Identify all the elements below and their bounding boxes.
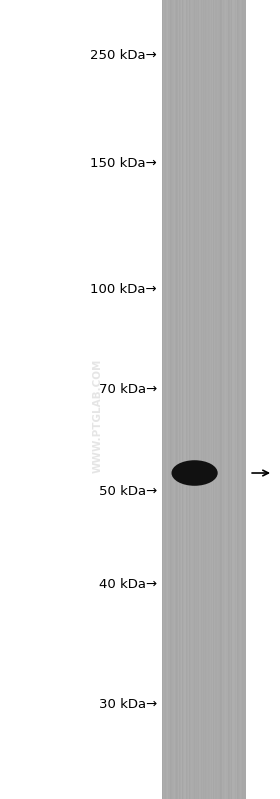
- Bar: [215, 0, 216, 799]
- Bar: [204, 0, 206, 799]
- Bar: [214, 0, 215, 799]
- Bar: [243, 0, 244, 799]
- Bar: [221, 0, 222, 799]
- Bar: [193, 0, 194, 799]
- Bar: [238, 0, 239, 799]
- Bar: [239, 0, 240, 799]
- Bar: [222, 0, 223, 799]
- Bar: [190, 0, 191, 799]
- Bar: [186, 0, 188, 799]
- Bar: [245, 0, 246, 799]
- Text: 250 kDa→: 250 kDa→: [90, 50, 157, 62]
- Bar: [232, 0, 233, 799]
- Bar: [165, 0, 167, 799]
- Bar: [183, 0, 185, 799]
- Bar: [242, 0, 243, 799]
- Bar: [172, 0, 173, 799]
- Bar: [211, 0, 212, 799]
- Bar: [203, 0, 204, 799]
- Bar: [181, 0, 182, 799]
- Bar: [162, 0, 246, 799]
- Bar: [217, 0, 218, 799]
- Bar: [162, 0, 164, 799]
- Bar: [207, 0, 209, 799]
- Bar: [219, 0, 220, 799]
- Bar: [164, 0, 165, 799]
- Bar: [170, 0, 171, 799]
- Bar: [230, 0, 231, 799]
- Bar: [200, 0, 201, 799]
- Bar: [244, 0, 245, 799]
- Bar: [195, 0, 196, 799]
- Bar: [224, 0, 225, 799]
- Bar: [206, 0, 207, 799]
- Bar: [233, 0, 234, 799]
- Bar: [199, 0, 200, 799]
- Bar: [228, 0, 230, 799]
- Bar: [223, 0, 224, 799]
- Bar: [180, 0, 181, 799]
- Bar: [188, 0, 189, 799]
- Bar: [196, 0, 197, 799]
- Bar: [189, 0, 190, 799]
- Bar: [234, 0, 235, 799]
- Bar: [169, 0, 170, 799]
- Bar: [198, 0, 199, 799]
- Bar: [225, 0, 227, 799]
- Bar: [194, 0, 195, 799]
- Bar: [171, 0, 172, 799]
- Bar: [191, 0, 192, 799]
- Bar: [197, 0, 198, 799]
- Bar: [218, 0, 219, 799]
- Text: 30 kDa→: 30 kDa→: [99, 698, 157, 711]
- Bar: [216, 0, 217, 799]
- Bar: [164, 0, 165, 799]
- Bar: [209, 0, 210, 799]
- Bar: [175, 0, 176, 799]
- Text: 40 kDa→: 40 kDa→: [99, 578, 157, 591]
- Bar: [182, 0, 183, 799]
- Text: 150 kDa→: 150 kDa→: [90, 157, 157, 170]
- Ellipse shape: [175, 462, 214, 484]
- Text: 50 kDa→: 50 kDa→: [99, 485, 157, 498]
- Bar: [177, 0, 178, 799]
- Bar: [220, 0, 221, 799]
- Bar: [174, 0, 175, 799]
- Bar: [192, 0, 193, 799]
- Text: WWW.PTGLAB.COM: WWW.PTGLAB.COM: [93, 358, 103, 473]
- Bar: [241, 0, 242, 799]
- Bar: [210, 0, 211, 799]
- Bar: [185, 0, 186, 799]
- Bar: [179, 0, 180, 799]
- Ellipse shape: [171, 460, 218, 486]
- Bar: [231, 0, 232, 799]
- Bar: [236, 0, 237, 799]
- Bar: [168, 0, 169, 799]
- Bar: [212, 0, 213, 799]
- Ellipse shape: [181, 465, 208, 481]
- Text: 70 kDa→: 70 kDa→: [99, 383, 157, 396]
- Bar: [178, 0, 179, 799]
- Bar: [202, 0, 203, 799]
- Bar: [173, 0, 174, 799]
- Bar: [235, 0, 236, 799]
- Bar: [237, 0, 238, 799]
- Bar: [167, 0, 168, 799]
- Bar: [201, 0, 202, 799]
- Text: 100 kDa→: 100 kDa→: [90, 283, 157, 296]
- Bar: [176, 0, 177, 799]
- Bar: [227, 0, 228, 799]
- Bar: [240, 0, 241, 799]
- Bar: [213, 0, 214, 799]
